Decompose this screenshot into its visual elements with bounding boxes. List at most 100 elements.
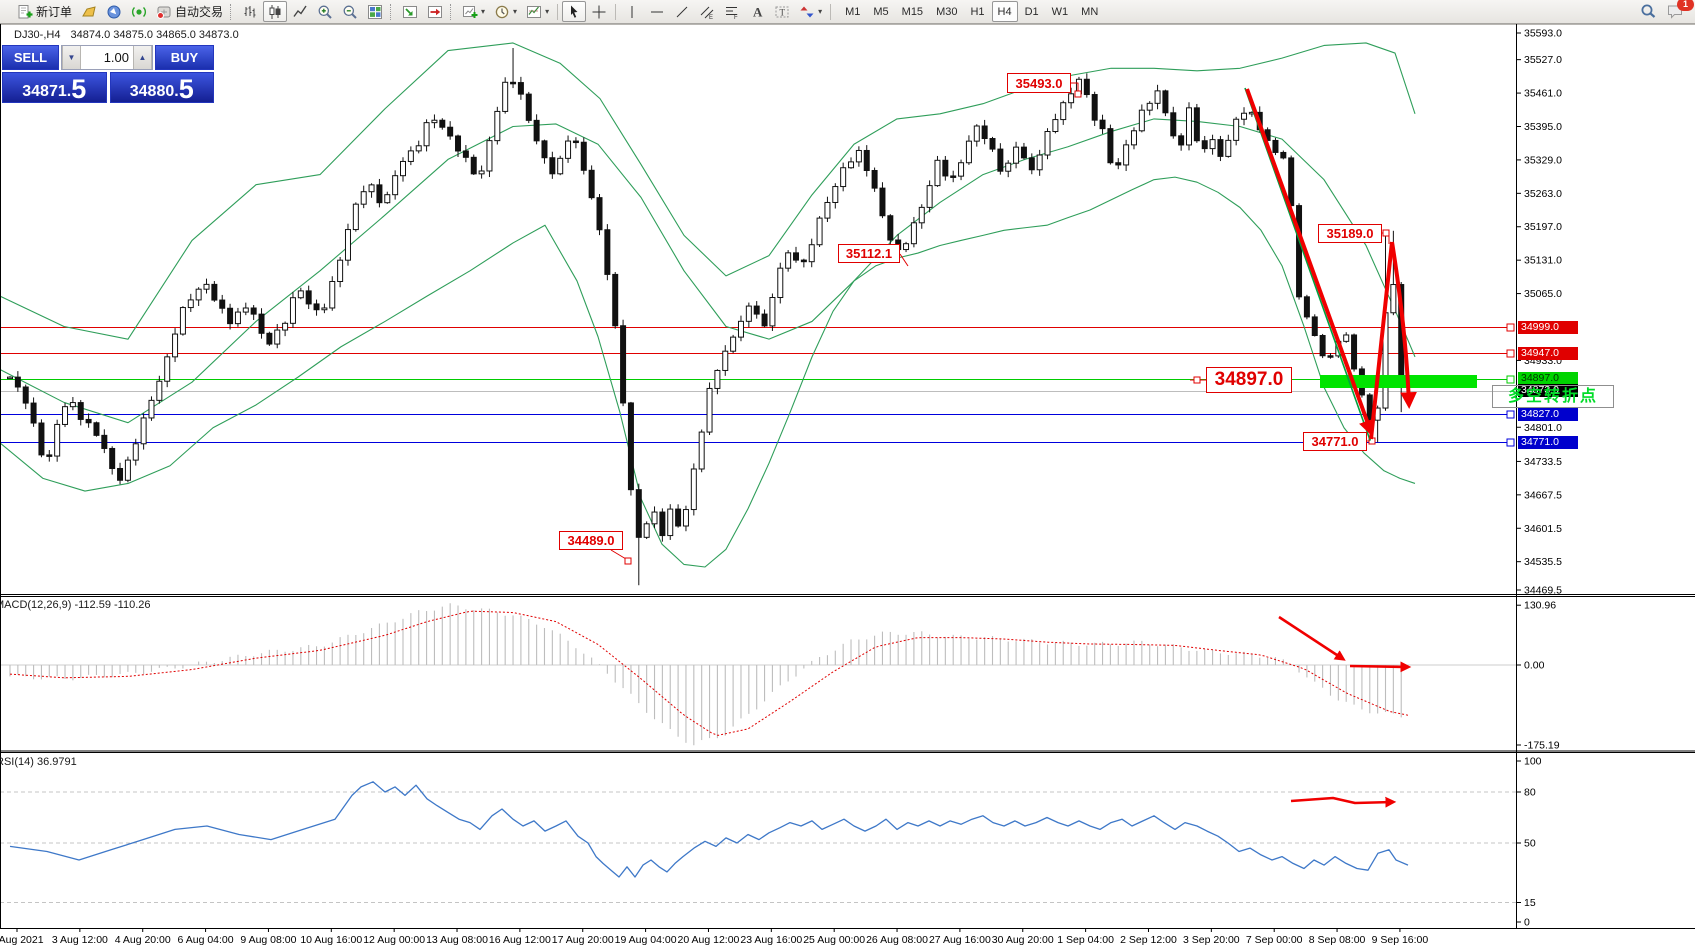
auto-scroll-button[interactable] xyxy=(398,1,422,22)
zoom-out-button[interactable] xyxy=(338,1,362,22)
chart-shift-button[interactable] xyxy=(423,1,447,22)
timeframe-button-M1[interactable]: M1 xyxy=(845,5,861,18)
date-label: 2 Sep 12:00 xyxy=(1120,934,1177,946)
toolbar-separator xyxy=(830,3,832,20)
price-tick-label: 35461.0 xyxy=(1524,88,1562,100)
candle-body xyxy=(675,508,682,527)
text-button[interactable]: A xyxy=(745,1,769,22)
cursor-button[interactable] xyxy=(562,1,587,22)
text-label-icon: T xyxy=(775,6,789,17)
candle-body xyxy=(470,156,477,175)
toolbar-separator xyxy=(615,3,617,20)
timeframe-button-M15[interactable]: M15 xyxy=(901,5,924,18)
price-annotation-label[interactable]: 34771.0 xyxy=(1303,432,1367,451)
chart-symbol: DJ30-,H4 xyxy=(14,29,61,41)
price-annotation-label[interactable]: 35112.1 xyxy=(838,244,900,263)
rsi-tick-label: 50 xyxy=(1524,838,1536,850)
periods-dropdown[interactable]: ▾ xyxy=(490,1,521,22)
crosshair-button[interactable] xyxy=(587,1,611,22)
bar-chart-button[interactable] xyxy=(238,1,262,22)
volume-decrease-button[interactable]: ▼ xyxy=(62,46,81,69)
new-order-button[interactable]: 新订单 xyxy=(13,1,76,22)
fibonacci-button[interactable]: F xyxy=(720,1,744,22)
candle-body xyxy=(407,150,414,162)
text-icon: A xyxy=(753,4,763,19)
search-button[interactable] xyxy=(1636,1,1661,22)
date-label: 19 Aug 04:00 xyxy=(615,934,677,946)
candle-body xyxy=(800,259,807,263)
dropdown-arrow-icon: ▾ xyxy=(513,7,518,16)
price-tick-label: 35131.0 xyxy=(1524,255,1562,267)
candle-body xyxy=(997,148,1004,172)
clock-icon xyxy=(495,5,509,18)
candle-body xyxy=(360,191,367,205)
sell-price-display[interactable]: 34871. 5 xyxy=(2,72,107,103)
candle-body xyxy=(179,307,186,335)
candle-body xyxy=(510,81,517,85)
candlestick-chart-button[interactable] xyxy=(263,1,288,22)
tile-windows-button[interactable] xyxy=(363,1,387,22)
price-annotation-label[interactable]: 34489.0 xyxy=(559,531,623,550)
buy-button[interactable]: BUY xyxy=(155,45,214,70)
date-label: 25 Aug 00:00 xyxy=(803,934,865,946)
channel-button[interactable]: E xyxy=(695,1,719,22)
autotrading-button[interactable]: 自动交易 xyxy=(152,1,227,22)
candle-body xyxy=(627,402,634,491)
candle-body xyxy=(761,313,768,327)
price-annotation-label[interactable]: 34897.0 xyxy=(1206,367,1292,393)
date-label: 7 Sep 00:00 xyxy=(1246,934,1303,946)
timeframe-button-M30[interactable]: M30 xyxy=(936,5,958,18)
rsi-tick-label: 15 xyxy=(1524,897,1536,909)
candle-body xyxy=(203,283,210,290)
new-chart-dropdown[interactable]: ▾ xyxy=(458,1,489,22)
navigator-button[interactable] xyxy=(102,1,126,22)
macd-arrow-down xyxy=(1278,615,1346,661)
sell-button[interactable]: SELL xyxy=(2,45,59,70)
candle-body xyxy=(352,203,359,231)
candle-body xyxy=(1028,157,1035,171)
volume-input[interactable]: 1.00 xyxy=(103,50,129,65)
arrows-dropdown[interactable]: ▾ xyxy=(795,1,826,22)
candle-body xyxy=(1288,157,1295,207)
date-label: 3 Aug 12:00 xyxy=(52,934,108,946)
notifications-button[interactable]: 1 xyxy=(1662,0,1694,22)
candle-body xyxy=(879,187,886,217)
candle-body xyxy=(219,299,226,309)
candle-body xyxy=(234,311,241,325)
candle-body xyxy=(1303,296,1310,318)
candle-body xyxy=(1083,78,1090,96)
price-annotation-label[interactable]: 35493.0 xyxy=(1007,73,1071,93)
candle-body xyxy=(1138,109,1145,132)
timeframe-button-MN[interactable]: MN xyxy=(1081,5,1099,18)
volume-increase-button[interactable]: ▲ xyxy=(133,46,152,69)
vertical-line-button[interactable] xyxy=(620,1,644,22)
line-chart-button[interactable] xyxy=(288,1,312,22)
buy-price-display[interactable]: 34880. 5 xyxy=(109,72,214,103)
horizontal-line-button[interactable] xyxy=(645,1,669,22)
price-annotation-label[interactable]: 35189.0 xyxy=(1318,224,1382,243)
vertical-line-icon xyxy=(631,5,633,18)
rsi-line xyxy=(9,781,1409,878)
timeframe-button-H1[interactable]: H1 xyxy=(970,5,985,18)
text-label-button[interactable]: T xyxy=(770,1,794,22)
zoom-in-button[interactable] xyxy=(313,1,337,22)
connection-button[interactable] xyxy=(127,1,151,22)
clipped-toolbar-button[interactable] xyxy=(3,1,12,22)
date-label: 16 Aug 12:00 xyxy=(489,934,551,946)
market-watch-button[interactable] xyxy=(77,1,101,22)
timeframe-button-M5[interactable]: M5 xyxy=(873,5,889,18)
macd-indicator-label: MACD(12,26,9) -112.59 -110.26 xyxy=(0,599,151,611)
price-tick-label: 35065.0 xyxy=(1524,288,1562,300)
candle-body xyxy=(620,325,627,404)
date-label: 9 Sep 16:00 xyxy=(1372,934,1429,946)
timeframe-button-H4[interactable]: H4 xyxy=(991,1,1018,22)
turning-point-note[interactable]: 多空转折点 xyxy=(1492,385,1614,408)
candle-body xyxy=(808,244,815,263)
templates-dropdown[interactable]: ▾ xyxy=(522,1,553,22)
candle-body xyxy=(376,184,383,204)
timeframe-button-D1[interactable]: D1 xyxy=(1024,5,1039,18)
trendline-button[interactable] xyxy=(670,1,694,22)
timeframe-button-W1[interactable]: W1 xyxy=(1051,5,1069,18)
price-axis-badge: 34947.0 xyxy=(1518,346,1578,360)
